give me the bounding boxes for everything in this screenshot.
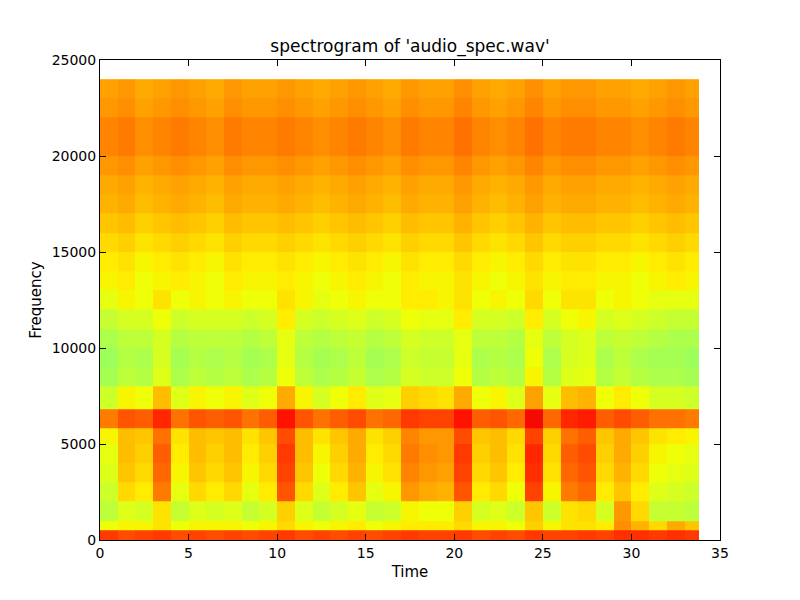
svg-text:10: 10 — [268, 545, 286, 561]
svg-text:25: 25 — [534, 545, 552, 561]
svg-text:20000: 20000 — [52, 148, 97, 164]
svg-text:0: 0 — [96, 545, 105, 561]
svg-text:25000: 25000 — [52, 52, 97, 68]
svg-text:15000: 15000 — [52, 244, 97, 260]
svg-text:15: 15 — [357, 545, 375, 561]
svg-text:Time: Time — [391, 563, 429, 581]
svg-text:0: 0 — [87, 532, 96, 548]
svg-text:spectrogram of 'audio_spec.wav: spectrogram of 'audio_spec.wav' — [270, 36, 549, 57]
svg-text:5000: 5000 — [61, 436, 97, 452]
svg-text:10000: 10000 — [52, 340, 97, 356]
svg-text:35: 35 — [711, 545, 729, 561]
svg-text:20: 20 — [445, 545, 463, 561]
svg-text:30: 30 — [623, 545, 641, 561]
svg-text:5: 5 — [184, 545, 193, 561]
svg-text:Frequency: Frequency — [27, 261, 45, 339]
